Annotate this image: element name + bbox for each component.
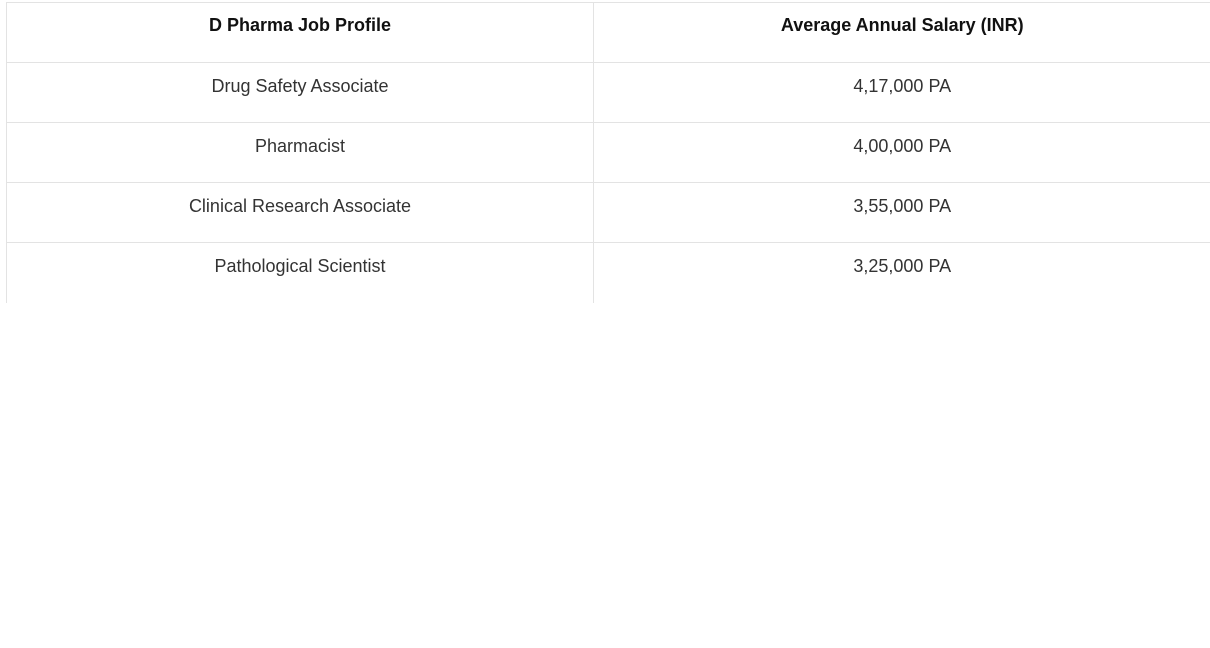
job-profile-cell: Drug Safety Associate bbox=[6, 62, 594, 123]
salary-table: D Pharma Job Profile Average Annual Sala… bbox=[6, 2, 1210, 303]
table-row: Drug Safety Associate 4,17,000 PA bbox=[6, 62, 1210, 123]
table-row: Clinical Research Associate 3,55,000 PA bbox=[6, 182, 1210, 243]
column-header-salary: Average Annual Salary (INR) bbox=[593, 2, 1210, 63]
table-header: D Pharma Job Profile Average Annual Sala… bbox=[6, 2, 1210, 63]
table-row: Pathological Scientist 3,25,000 PA bbox=[6, 242, 1210, 303]
job-profile-cell: Pathological Scientist bbox=[6, 242, 594, 303]
column-header-job-profile: D Pharma Job Profile bbox=[6, 2, 594, 63]
header-row: D Pharma Job Profile Average Annual Sala… bbox=[6, 2, 1210, 63]
salary-cell: 3,55,000 PA bbox=[593, 182, 1210, 243]
salary-table-container: D Pharma Job Profile Average Annual Sala… bbox=[6, 2, 1210, 303]
job-profile-cell: Clinical Research Associate bbox=[6, 182, 594, 243]
salary-cell: 3,25,000 PA bbox=[853, 256, 952, 277]
salary-cell: 4,17,000 PA bbox=[593, 62, 1210, 123]
job-profile-cell: Pharmacist bbox=[6, 122, 594, 183]
table-body: Drug Safety Associate 4,17,000 PA Pharma… bbox=[6, 62, 1210, 303]
salary-cell: 4,00,000 PA bbox=[593, 122, 1210, 183]
table-row: Pharmacist 4,00,000 PA bbox=[6, 122, 1210, 183]
